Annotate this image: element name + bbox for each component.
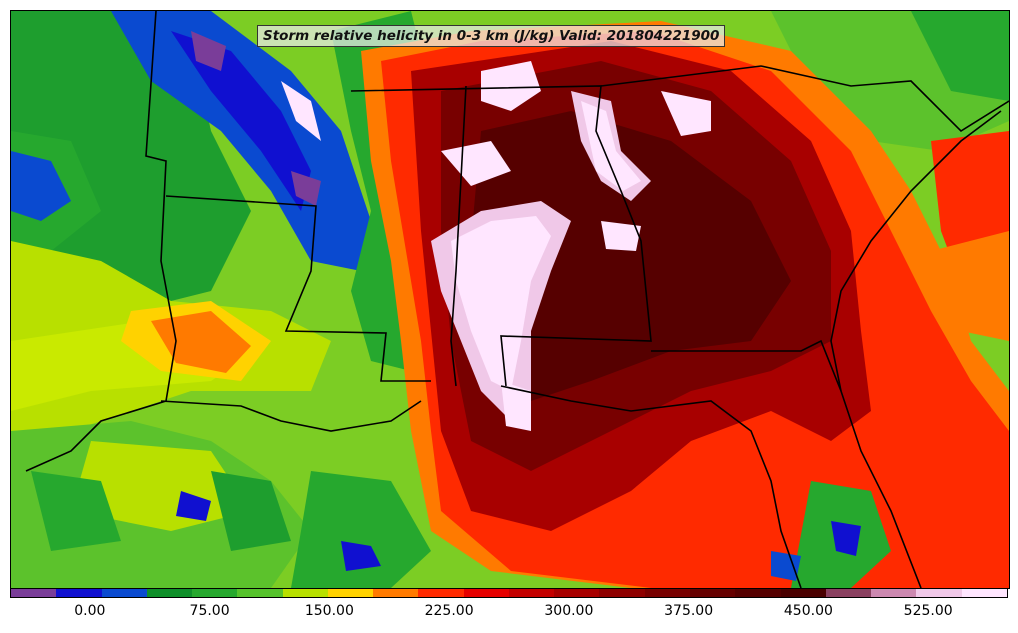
colorbar-segment — [644, 589, 690, 597]
colorbar-tick-label: 150.00 — [304, 603, 354, 619]
helicity-map — [11, 11, 1009, 588]
colorbar-segment — [554, 589, 600, 597]
colorbar-segment — [418, 589, 464, 597]
colorbar-ticks: 0.00 75.00 150.00 225.00 300.00 375.00 450.00 5… — [0, 603, 1018, 625]
colorbar-segment — [871, 589, 917, 597]
colorbar-segment — [825, 589, 872, 597]
colorbar-segment — [599, 589, 645, 597]
colorbar-segment — [11, 589, 57, 597]
colorbar-segment — [961, 589, 1007, 597]
colorbar-segment — [373, 589, 419, 597]
colorbar-segment — [327, 589, 374, 597]
map-title: Storm relative helicity in 0-3 km (J/kg)… — [257, 25, 726, 47]
colorbar-tick-label: 300.00 — [544, 603, 594, 619]
colorbar-segment — [689, 589, 736, 597]
colorbar — [10, 588, 1008, 598]
colorbar-segment — [780, 589, 826, 597]
colorbar-segment — [463, 589, 509, 597]
colorbar-tick-label: 375.00 — [664, 603, 714, 619]
colorbar-tick-label: 0.00 — [74, 603, 106, 619]
colorbar-tick-label: 525.00 — [903, 603, 953, 619]
colorbar-segment — [508, 589, 555, 597]
colorbar-segment — [192, 589, 238, 597]
colorbar-tick-label: 450.00 — [783, 603, 833, 619]
colorbar-segment — [101, 589, 147, 597]
colorbar-segment — [735, 589, 781, 597]
colorbar-segment — [56, 589, 102, 597]
colorbar-segment — [282, 589, 328, 597]
colorbar-segment — [916, 589, 962, 597]
colorbar-tick-label: 225.00 — [424, 603, 474, 619]
map-panel: Storm relative helicity in 0-3 km (J/kg)… — [10, 10, 1010, 589]
colorbar-segment — [146, 589, 193, 597]
colorbar-segment — [237, 589, 283, 597]
colorbar-tick-label: 75.00 — [189, 603, 230, 619]
